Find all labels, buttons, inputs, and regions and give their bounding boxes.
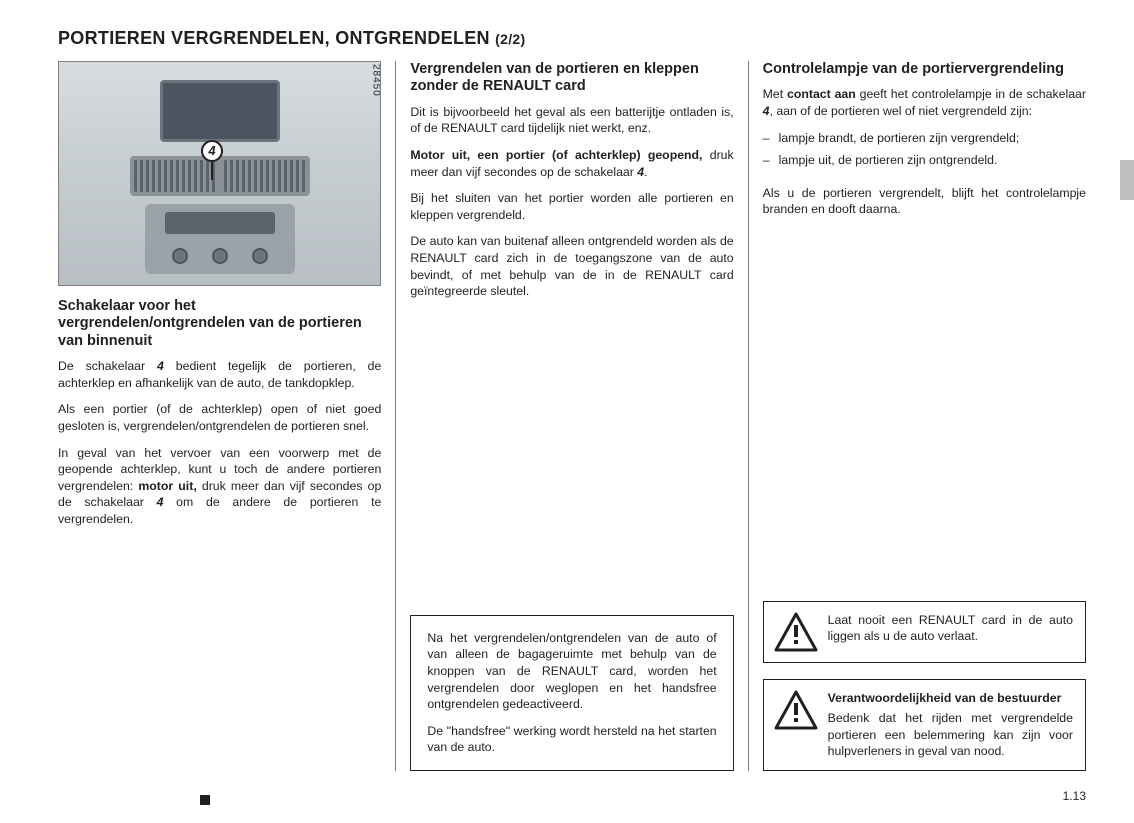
dashboard-vents — [130, 156, 310, 196]
callout-4: 4 — [201, 140, 223, 162]
column-1: 28450 4 Schakelaar voor het vergrendelen… — [58, 61, 395, 771]
col3-list: lampje brandt, de portieren zijn vergren… — [763, 130, 1086, 175]
page-title: PORTIEREN VERGRENDELEN, ONTGRENDELEN (2/… — [58, 28, 1086, 49]
warning-box-1: Laat nooit een RENAULT card in de auto l… — [763, 601, 1086, 663]
dashboard-knobs — [160, 244, 280, 268]
col2-p3: Bij het sluiten van het portier worden a… — [410, 190, 733, 223]
col2-p2: Motor uit, een portier (of achterklep) g… — [410, 147, 733, 180]
title-main: PORTIEREN VERGRENDELEN, ONTGRENDELEN — [58, 28, 495, 48]
content-columns: 28450 4 Schakelaar voor het vergrendelen… — [58, 61, 1086, 771]
col2-box-p1: Na het vergrendelen/ontgrendelen van de … — [427, 630, 716, 713]
warning-2-title: Verantwoordelijkheid van de bestuurder — [828, 690, 1073, 707]
col3-p2: Als u de portieren vergrendelt, blijft h… — [763, 185, 1086, 218]
col3-li1: lampje brandt, de portieren zijn vergren… — [763, 130, 1086, 147]
warning-1-body: Laat nooit een RENAULT card in de auto l… — [828, 612, 1073, 645]
warning-icon — [774, 612, 818, 652]
column-2: Vergrendelen van de portieren en kleppen… — [396, 61, 747, 771]
col1-p2: Als een portier (of de achterklep) open … — [58, 401, 381, 434]
col3-p1: Met contact aan geeft het controlelampje… — [763, 86, 1086, 119]
col2-heading: Vergrendelen van de portieren en kleppen… — [410, 61, 733, 96]
figure-id: 28450 — [369, 64, 382, 97]
dashboard-figure: 28450 4 — [58, 61, 381, 286]
dashboard-console — [145, 204, 295, 274]
dashboard-radio — [165, 212, 275, 234]
warning-icon — [774, 690, 818, 730]
col1-heading: Schakelaar voor het vergrendelen/ontgren… — [58, 298, 381, 350]
col2-p4: De auto kan van buitenaf alleen ontgrend… — [410, 233, 733, 299]
col2-p1: Dit is bijvoorbeeld het geval als een ba… — [410, 104, 733, 137]
col3-spacer — [763, 228, 1086, 601]
col2-box-p2: De "handsfree" werking wordt hersteld na… — [427, 723, 716, 756]
dashboard-screen — [160, 80, 280, 142]
col1-p1: De schakelaar 4 bedient tegelijk de port… — [58, 358, 381, 391]
warning-box-2: Verantwoordelijkheid van de bestuurder B… — [763, 679, 1086, 771]
col3-heading: Controlelampje van de portiervergrendeli… — [763, 61, 1086, 78]
title-suffix: (2/2) — [495, 31, 525, 47]
side-tab — [1120, 160, 1134, 200]
col2-info-box: Na het vergrendelen/ontgrendelen van de … — [410, 615, 733, 771]
column-3: Controlelampje van de portiervergrendeli… — [749, 61, 1086, 771]
col1-p3: In geval van het vervoer van een voorwer… — [58, 445, 381, 528]
col3-li2: lampje uit, de portieren zijn ontgrendel… — [763, 152, 1086, 169]
callout-line — [211, 162, 213, 180]
footer-marker — [200, 795, 210, 805]
page-number: 1.13 — [1063, 789, 1086, 803]
warning-2-body: Verantwoordelijkheid van de bestuurder B… — [828, 690, 1073, 760]
